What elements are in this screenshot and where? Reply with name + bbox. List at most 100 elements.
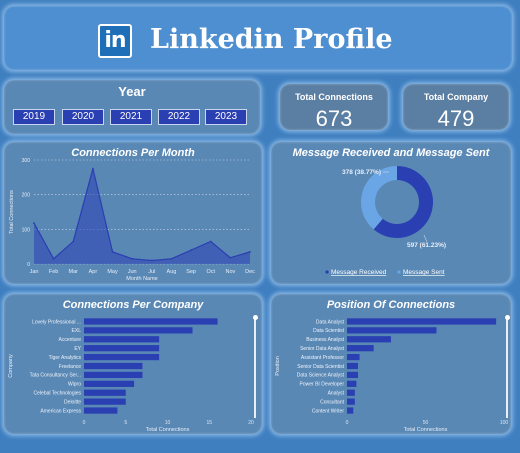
chart-title: Message Received and Message Sent (292, 147, 490, 159)
bar (84, 345, 160, 352)
y-tick-label: Analyst (328, 391, 345, 397)
x-tick-label: Jul (148, 269, 155, 275)
bar (84, 380, 135, 387)
x-tick-label: 10 (165, 420, 171, 426)
donut-slice-sent (361, 166, 397, 230)
y-tick-label: Celebal Technologies (34, 391, 82, 397)
y-tick-label: Accenture (58, 337, 81, 343)
y-tick-label: Senior Data Analyst (300, 346, 345, 352)
bar (347, 407, 354, 414)
x-tick-label: Oct (206, 269, 215, 275)
data-label-received: 597 (61.23%) (407, 242, 446, 249)
scrollbar-handle[interactable] (504, 315, 510, 320)
x-tick-label: Jan (30, 269, 39, 275)
bar (84, 327, 193, 334)
bar (84, 318, 218, 325)
bar (347, 345, 374, 352)
x-tick-label: 0 (83, 420, 86, 426)
kpi-value: 673 (315, 106, 353, 131)
position-chart-scrollbar[interactable] (506, 318, 508, 418)
bar (84, 336, 160, 343)
data-point (190, 249, 192, 252)
scrollbar-handle[interactable] (252, 315, 258, 320)
y-tick-label: Data Analyst (316, 319, 345, 325)
y-axis-label: Company (8, 354, 14, 378)
y-tick-label: Lovely Professional ... (32, 319, 81, 325)
x-tick-label: 50 (423, 420, 429, 426)
kpi-card-total-company: Total Company 479 (403, 84, 509, 131)
bar (347, 389, 355, 396)
y-tick-label: 100 (22, 227, 31, 233)
x-axis-label: Month Name (126, 276, 158, 282)
y-tick-label: Deloitte (64, 399, 81, 405)
y-axis-label: Position (275, 356, 281, 376)
connections-per-month-chart[interactable]: 0 100 200 300 Jan Feb Mar Apr May Jun Jul Aug Sep Oct… (4, 142, 262, 284)
chart-title: Connections Per Company (62, 299, 204, 311)
legend-marker-received (325, 270, 329, 274)
bar (347, 336, 391, 343)
x-tick-label: Apr (89, 269, 98, 275)
x-axis-label: Total Connections (146, 427, 190, 433)
chart-title: Connections Per Month (71, 147, 195, 159)
x-tick-label: Aug (167, 269, 177, 275)
x-tick-label: 100 (500, 420, 509, 426)
position-of-connections-panel: Position Of Connections Data Analyst Data… (271, 294, 511, 434)
year-button-2023[interactable]: 2023 (205, 109, 247, 125)
linkedin-logo-icon: in (98, 24, 132, 58)
bar (347, 371, 358, 379)
x-tick-label: 0 (346, 420, 349, 426)
data-point (111, 250, 114, 253)
year-button-2020[interactable]: 2020 (62, 109, 104, 125)
connections-per-month-panel: Connections Per Month 0 100 200 300 Jan Feb Ma… (4, 142, 262, 284)
area-fill (34, 168, 250, 264)
data-point (131, 257, 134, 260)
x-tick-label: 15 (206, 420, 212, 426)
y-tick-label: Power BI Developer (300, 382, 345, 388)
y-tick-label: American Express (40, 408, 81, 414)
bar (84, 371, 143, 379)
y-tick-label: Senior Data Scientist (297, 364, 344, 370)
message-received-sent-panel: Message Received and Message Sent 597 (6… (271, 142, 511, 284)
bar (347, 353, 360, 361)
chart-title: Position Of Connections (326, 299, 456, 311)
x-tick-label: Mar (69, 269, 79, 275)
y-tick-label: EXL (72, 328, 82, 334)
data-point (150, 259, 153, 262)
connections-per-company-chart[interactable]: Lovely Professional ... EXL Accenture EY Tig… (4, 294, 262, 434)
company-chart-scrollbar[interactable] (254, 318, 256, 418)
data-point (229, 256, 232, 259)
bar (347, 318, 497, 325)
bar (347, 398, 355, 405)
y-tick-label: 0 (27, 262, 30, 268)
bar (347, 327, 437, 334)
kpi-value: 479 (437, 106, 475, 131)
y-tick-label: Freelance (59, 364, 81, 370)
header-banner: in Linkedin Profile (4, 6, 512, 70)
bar (84, 407, 118, 414)
x-tick-label: Jun (128, 269, 137, 275)
bar (84, 353, 160, 361)
data-point (92, 167, 94, 170)
legend-marker-sent (397, 270, 401, 274)
data-point (249, 250, 251, 253)
year-button-2019[interactable]: 2019 (13, 109, 55, 125)
x-axis-label: Total Connections (404, 427, 448, 433)
position-of-connections-chart[interactable]: Data Analyst Data Scientist Business Analy… (271, 294, 511, 434)
year-slicer: Year 2019 2020 2021 2022 2023 (4, 80, 260, 134)
y-tick-label: EY (74, 346, 81, 352)
x-tick-label: Dec (245, 269, 255, 275)
data-point (52, 257, 55, 260)
year-button-2022[interactable]: 2022 (158, 109, 200, 125)
bar (347, 362, 358, 370)
x-tick-label: May (107, 269, 118, 275)
bar (84, 389, 126, 396)
y-tick-label: 300 (22, 158, 31, 164)
page-title: Linkedin Profile (150, 24, 393, 55)
message-donut-chart[interactable]: 597 (61.23%)378 (38.77%)Message Received… (271, 142, 511, 284)
y-tick-label: Content Writer (312, 408, 344, 414)
y-tick-label: Business Analyst (306, 337, 344, 343)
legend-label-received: Message Received (331, 269, 387, 276)
y-axis-label: Total Connections (9, 190, 15, 234)
year-button-2021[interactable]: 2021 (110, 109, 152, 125)
x-tick-label: Feb (49, 269, 58, 275)
